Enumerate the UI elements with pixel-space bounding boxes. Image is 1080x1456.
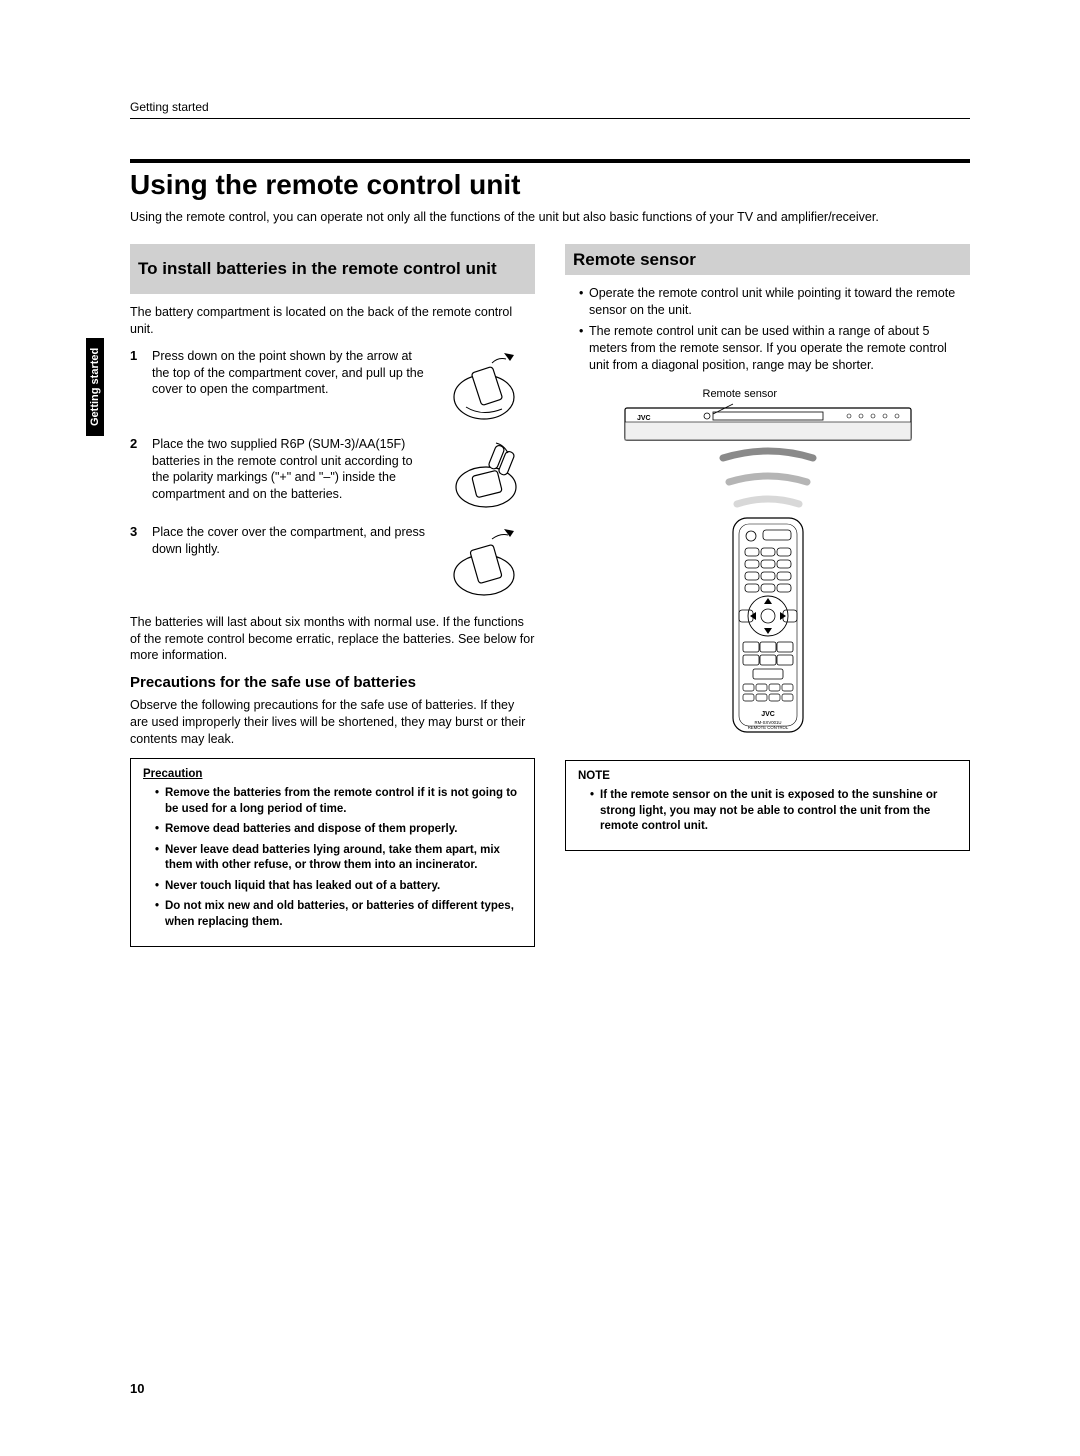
chapter-header: Getting started (130, 100, 970, 119)
sensor-label: Remote sensor (703, 388, 913, 400)
precaution-item: Do not mix new and old batteries, or bat… (155, 899, 522, 930)
precaution-lead: Observe the following precautions for th… (130, 697, 535, 748)
page-number: 10 (130, 1381, 144, 1396)
sensor-bullet: The remote control unit can be used with… (579, 323, 970, 374)
remote-sensor-bullets: Operate the remote control unit while po… (565, 285, 970, 373)
precaution-box: Precaution Remove the batteries from the… (130, 758, 535, 947)
left-section-heading: To install batteries in the remote contr… (130, 244, 535, 294)
precaution-list: Remove the batteries from the remote con… (143, 786, 522, 930)
step-1-text: Press down on the point shown by the arr… (152, 348, 437, 399)
right-column: Remote sensor Operate the remote control… (565, 244, 970, 947)
intro-text: Using the remote control, you can operat… (130, 209, 970, 226)
precaution-box-title: Precaution (143, 767, 522, 783)
step-3-text: Place the cover over the compartment, an… (152, 524, 437, 558)
sensor-figure: Remote sensor JVC (623, 388, 913, 742)
after-steps-text: The batteries will last about six months… (130, 614, 535, 665)
left-lead: The battery compartment is located on th… (130, 304, 535, 338)
step-1-number: 1 (130, 348, 144, 363)
step-2-number: 2 (130, 436, 144, 451)
step-1: 1 Press down on the point shown by the a… (130, 348, 535, 424)
remote-sub2: REMOTE CONTROL (747, 725, 788, 730)
note-item: If the remote sensor on the unit is expo… (590, 788, 957, 835)
step-1-figure (445, 348, 535, 424)
side-tab: Getting started (86, 338, 104, 436)
left-column: To install batteries in the remote contr… (130, 244, 535, 947)
step-3-number: 3 (130, 524, 144, 539)
step-2-text: Place the two supplied R6P (SUM-3)/AA(15… (152, 436, 437, 504)
title-rule (130, 159, 970, 163)
install-steps: 1 Press down on the point shown by the a… (130, 348, 535, 600)
two-column-layout: To install batteries in the remote contr… (130, 244, 970, 947)
step-2-figure (445, 436, 535, 512)
note-list: If the remote sensor on the unit is expo… (578, 788, 957, 835)
precaution-subhead: Precautions for the safe use of batterie… (130, 674, 535, 691)
sensor-bullet: Operate the remote control unit while po… (579, 285, 970, 319)
right-section-heading: Remote sensor (565, 244, 970, 276)
step-2: 2 Place the two supplied R6P (SUM-3)/AA(… (130, 436, 535, 512)
note-box-title: NOTE (578, 769, 957, 785)
page-title: Using the remote control unit (130, 169, 970, 201)
step-3-figure (445, 524, 535, 600)
remote-brand: JVC (761, 711, 775, 718)
precaution-item: Never leave dead batteries lying around,… (155, 843, 522, 874)
precaution-item: Remove the batteries from the remote con… (155, 786, 522, 817)
precaution-item: Never touch liquid that has leaked out o… (155, 879, 522, 895)
note-box: NOTE If the remote sensor on the unit is… (565, 760, 970, 851)
step-3: 3 Place the cover over the compartment, … (130, 524, 535, 600)
precaution-item: Remove dead batteries and dispose of the… (155, 822, 522, 838)
device-brand: JVC (637, 415, 651, 422)
